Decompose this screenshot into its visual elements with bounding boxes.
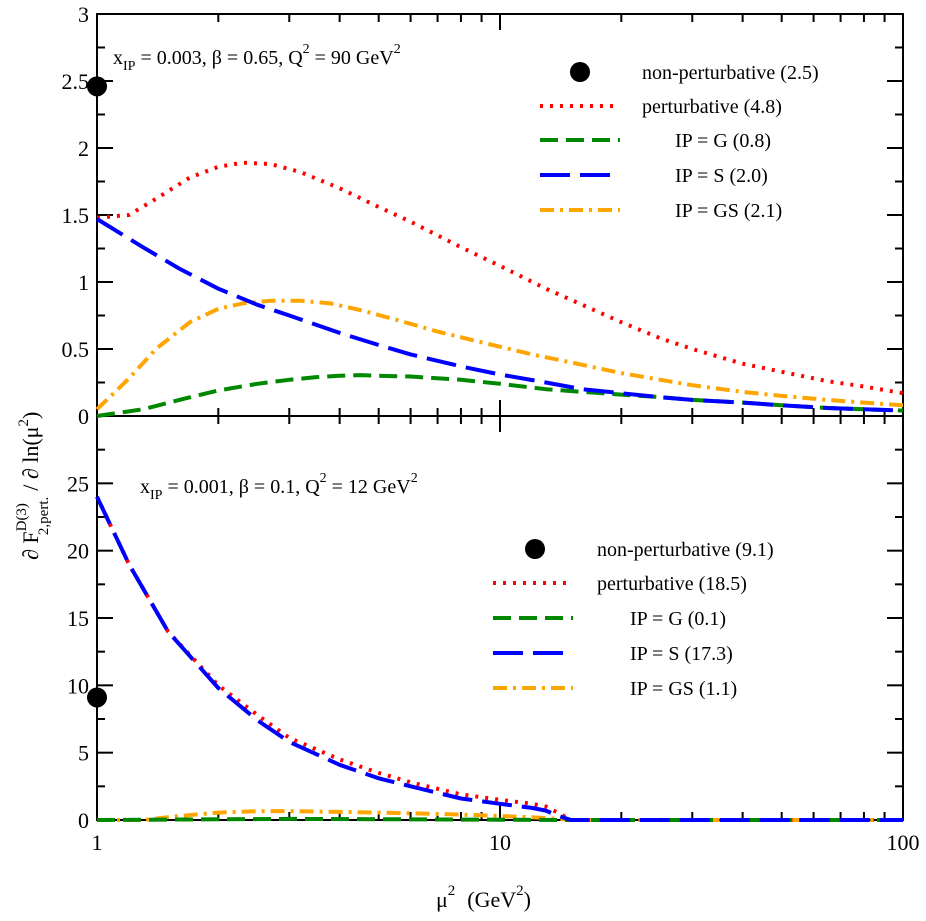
legend-label-nonpert-bottom: non-perturbative (9.1) — [597, 539, 774, 561]
legend-label-s-bottom: IP = S (17.3) — [630, 643, 733, 665]
y-axis-label: ∂ FD(3) 2,pert./ ∂ ln(μ2) — [14, 412, 52, 560]
legend-label-gs-top: IP = GS (2.1) — [675, 200, 782, 222]
bottom-ytick-label: 25 — [67, 471, 89, 496]
top-ytick-label: 2.5 — [62, 69, 90, 94]
bottom-ytick-label: 5 — [78, 741, 89, 766]
legend-label-g-top: IP = G (0.8) — [675, 130, 771, 152]
bottom-ytick-label: 0 — [78, 808, 89, 833]
xtick-label: 10 — [489, 830, 511, 855]
legend-label-nonpert-top: non-perturbative (2.5) — [642, 62, 819, 84]
bottom-series-dash-dot-line — [97, 809, 903, 822]
top-ytick-label: 1 — [78, 270, 89, 295]
bottom-annotation: xIP = 0.001, β = 0.1, Q2 = 12 GeV2 — [140, 471, 418, 503]
legend-label-pert-bottom: perturbative (18.5) — [597, 573, 747, 595]
legend-label-gs-bottom: IP = GS (1.1) — [630, 678, 737, 700]
x-axis-label: μ2 (GeV2) — [436, 883, 531, 912]
top-nonpert-point — [87, 76, 107, 97]
top-series-dash-dot-line — [95, 298, 904, 411]
bottom-ytick-label: 15 — [67, 606, 89, 631]
legend-label-g-bottom: IP = G (0.1) — [630, 608, 726, 630]
bottom-series-group — [87, 495, 903, 822]
top-ytick-label: 0 — [78, 404, 89, 429]
bottom-nonpert-point — [87, 687, 107, 708]
bottom-axis-ticks: 0 5 10 15 20 25 1 10 100 — [67, 416, 920, 855]
bottom-series-long-dashed-line — [95, 495, 903, 822]
top-ytick-label: 0.5 — [62, 337, 90, 362]
top-ytick-label: 1.5 — [62, 203, 90, 228]
bottom-series-dotted-line — [95, 495, 903, 822]
legend-marker-nonpert-top — [570, 62, 590, 82]
top-series-dotted-line — [96, 160, 904, 396]
legend-marker-nonpert-bottom — [525, 539, 545, 559]
top-annotation: xIP = 0.003, β = 0.65, Q2 = 90 GeV2 — [113, 42, 401, 74]
xtick-label: 1 — [92, 830, 103, 855]
top-ytick-label: 3 — [78, 2, 89, 27]
top-series-group — [87, 76, 904, 418]
bottom-legend: non-perturbative (9.1) perturbative (18.… — [493, 539, 774, 700]
top-series-long-dashed-line — [95, 217, 904, 413]
legend-label-pert-top: perturbative (4.8) — [642, 96, 782, 118]
xtick-label: 100 — [887, 830, 920, 855]
top-legend: non-perturbative (2.5) perturbative (4.8… — [540, 62, 819, 222]
legend-label-s-top: IP = S (2.0) — [675, 165, 768, 187]
bottom-ytick-label: 10 — [67, 673, 89, 698]
top-ytick-label: 2 — [78, 136, 89, 161]
bottom-ytick-label: 20 — [67, 539, 89, 564]
